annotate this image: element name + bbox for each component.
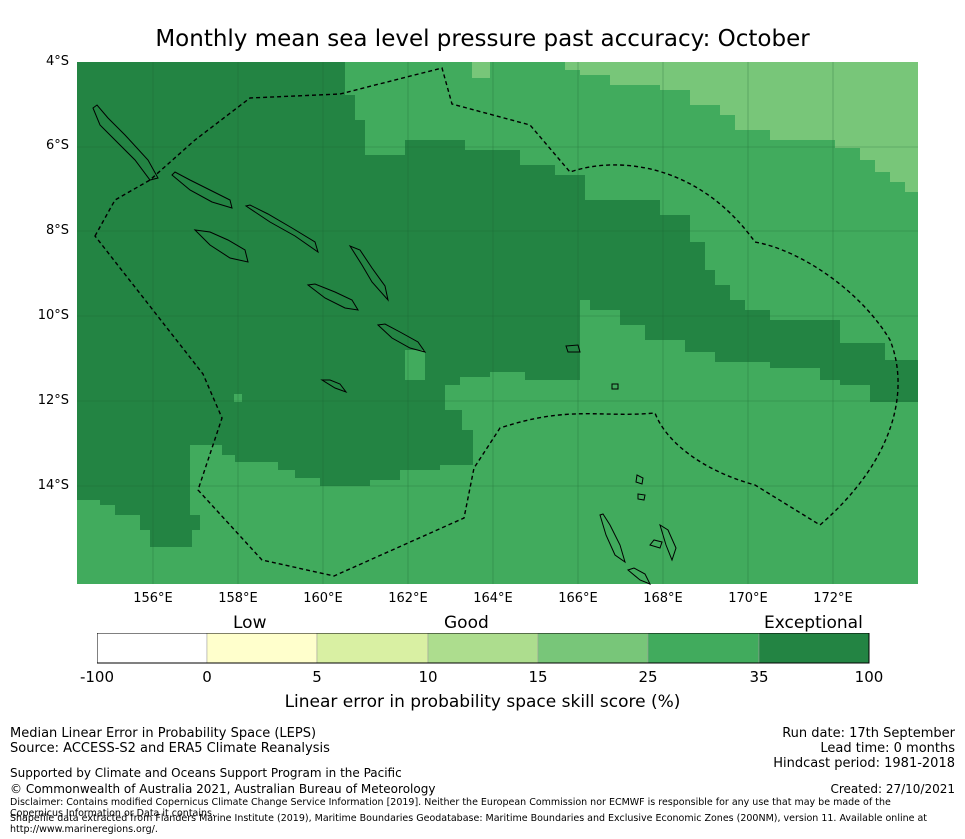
lat-label: 12°S [37, 393, 69, 408]
run-date: Run date: 17th September [782, 726, 955, 741]
colorbar [97, 633, 870, 664]
bougainville-island [92, 104, 159, 181]
footer-line: Median Linear Error in Probability Space… [10, 726, 317, 741]
colorbar-tick: 15 [528, 668, 548, 686]
footer-shapefile: Shapefile data extracted from Flanders M… [10, 813, 928, 835]
lon-label: 158°E [218, 591, 258, 606]
pentecost-island [659, 523, 677, 562]
colorbar-bin [316, 633, 429, 664]
colorbar-tick: 10 [418, 668, 438, 686]
colorbar-bin [537, 633, 649, 664]
lat-label: 14°S [37, 478, 69, 493]
malaita-island [348, 244, 389, 302]
colorbar-bin [647, 633, 760, 664]
map [77, 62, 918, 585]
gridlines [77, 62, 918, 584]
created-date: Created: 27/10/2021 [830, 782, 955, 796]
eez-boundaries [94, 67, 899, 577]
lon-label: 162°E [388, 591, 428, 606]
colorbar-tick: 5 [312, 668, 322, 686]
colorbar-bin [206, 633, 318, 664]
colorbar-bin [97, 633, 208, 664]
footer-line: Source: ACCESS-S2 and ERA5 Climate Reana… [10, 741, 330, 756]
colorbar-tick: -100 [79, 668, 115, 686]
colorbar-tick: 100 [854, 668, 884, 686]
lon-label: 172°E [813, 591, 853, 606]
santa-isabel-island [244, 204, 319, 254]
lon-label: 168°E [643, 591, 683, 606]
lon-label: 164°E [473, 591, 513, 606]
espiritu-santo-island [599, 513, 626, 564]
footer-copyright: © Commonwealth of Australia 2021, Austra… [10, 782, 436, 796]
nendo-island [565, 344, 581, 353]
lon-label: 166°E [558, 591, 598, 606]
colorbar-tick: 0 [202, 668, 212, 686]
footer-disclaimer: Disclaimer: Contains modified Copernicus… [10, 797, 891, 819]
colorbar-bin [427, 633, 539, 664]
coastlines [92, 104, 677, 585]
colorbar-title: Linear error in probability space skill … [284, 692, 681, 712]
lat-label: 10°S [37, 308, 69, 323]
guadalcanal-island [306, 283, 359, 311]
colorbar-bin [758, 633, 870, 664]
chart-title: Monthly mean sea level pressure past acc… [155, 26, 810, 52]
legend-category-exceptional: Exceptional [764, 613, 863, 633]
malakula-island [626, 567, 652, 585]
lat-label: 8°S [45, 223, 69, 238]
legend-category-low: Low [233, 613, 267, 633]
rennell-island [320, 379, 348, 394]
new-georgia-islands [193, 229, 249, 263]
skill-field-35-band-south [77, 300, 918, 584]
footer-line: Supported by Climate and Oceans Support … [10, 766, 402, 780]
lat-label: 4°S [45, 54, 69, 69]
choiseul-island [171, 171, 233, 209]
hindcast-period: Hindcast period: 1981-2018 [773, 756, 955, 771]
lon-label: 170°E [728, 591, 768, 606]
makira-island [376, 323, 427, 353]
colorbar-tick: 35 [749, 668, 769, 686]
colorbar-tick: 25 [638, 668, 658, 686]
lead-time: Lead time: 0 months [820, 741, 955, 756]
lon-label: 156°E [133, 591, 173, 606]
skill-field-25-band [565, 62, 918, 192]
lon-label: 160°E [303, 591, 343, 606]
legend-category-good: Good [444, 613, 489, 633]
lat-label: 6°S [45, 138, 69, 153]
